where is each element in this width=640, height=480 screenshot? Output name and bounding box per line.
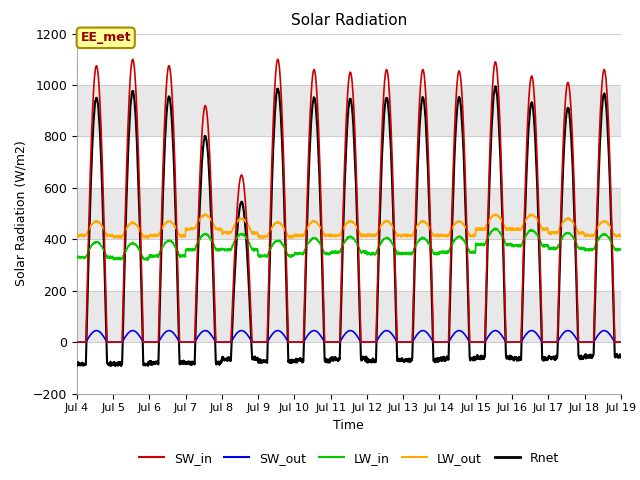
Y-axis label: Solar Radiation (W/m2): Solar Radiation (W/m2) <box>14 141 27 287</box>
Title: Solar Radiation: Solar Radiation <box>291 13 407 28</box>
Legend: SW_in, SW_out, LW_in, LW_out, Rnet: SW_in, SW_out, LW_in, LW_out, Rnet <box>134 447 564 469</box>
X-axis label: Time: Time <box>333 419 364 432</box>
Text: EE_met: EE_met <box>81 31 131 44</box>
Bar <box>77 85 621 136</box>
Bar <box>77 291 621 342</box>
Bar <box>77 188 621 240</box>
